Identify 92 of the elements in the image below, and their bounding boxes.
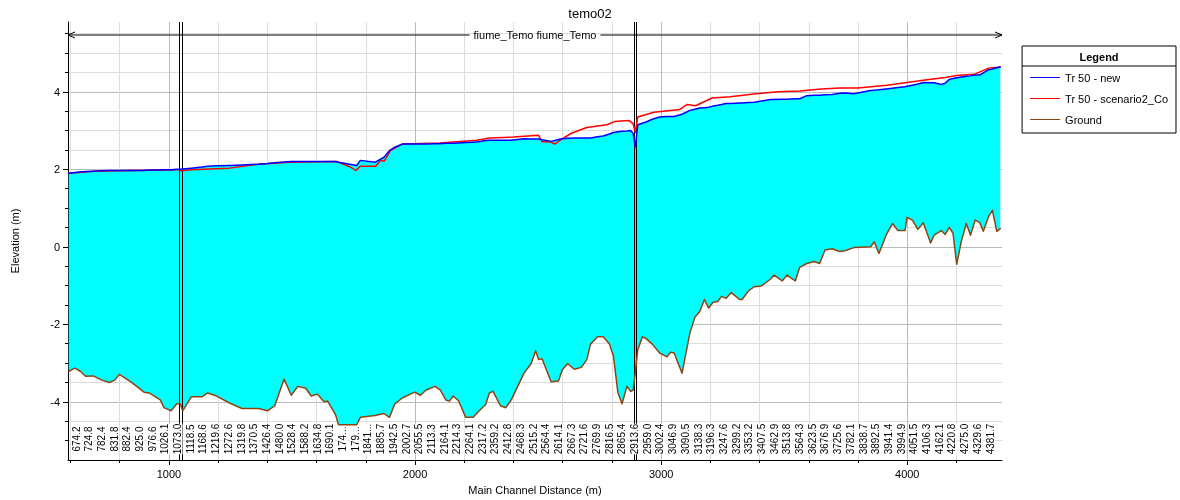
annotation: 4329.6 [971, 423, 983, 455]
annotation: 925.0 [133, 426, 145, 452]
annotation: 2164.1 [438, 423, 450, 455]
annotation: 1073.0 [172, 423, 184, 455]
annotation: 3407.5 [756, 423, 767, 455]
annotation: 3676.9 [819, 423, 831, 455]
annotation: 2055.5 [413, 423, 425, 455]
line-series [67, 66, 1002, 174]
annotation: 882.4 [121, 426, 133, 452]
annotation: 2816.5 [603, 423, 615, 455]
annotation: 1841... [362, 423, 374, 455]
y-axis-title: Elevation (m) [8, 208, 21, 274]
annotation: 2959.0 [641, 423, 653, 455]
annotation: 2113.3 [425, 423, 437, 454]
annotation: 4275.0 [959, 423, 971, 455]
annotation: 1885.7 [375, 423, 387, 455]
annotation: 2865.4 [616, 423, 628, 455]
annotation: 724.8 [83, 426, 95, 452]
annotation: 2264.1 [464, 423, 476, 455]
annotation: 1634.8 [311, 423, 323, 455]
annotation: 3564.3 [794, 423, 806, 455]
annotation: 2721.6 [578, 423, 590, 455]
annotation: 976.6 [146, 426, 158, 452]
legend-label: Tr 50 - new [1065, 71, 1121, 84]
annotation: 2667.3 [565, 423, 577, 455]
legend-title: Legend [1079, 51, 1119, 63]
annotation: 3090.5 [679, 423, 691, 455]
annotation: 3002.4 [654, 423, 666, 455]
annotation: 3838.7 [857, 423, 869, 455]
y-tick-label: 2 [53, 163, 60, 176]
annotation: 3196.3 [705, 423, 717, 455]
annotation: 3994.9 [895, 423, 907, 455]
annotation: 3247.6 [717, 423, 729, 455]
annotation: 2769.9 [590, 423, 602, 455]
annotation: 3623.5 [806, 423, 818, 455]
annotation: 4051.5 [908, 423, 920, 455]
annotation: 2359.2 [489, 423, 501, 455]
annotation: 2515.2 [527, 423, 539, 455]
annotation: 1026.1 [159, 423, 171, 455]
annotation: 782.4 [95, 426, 107, 452]
annotation: 4162.1 [933, 423, 945, 455]
annotation: 3941.4 [882, 423, 894, 455]
annotation: 2002.7 [400, 423, 412, 455]
chart-title: temo02 [568, 6, 612, 21]
annotation: 1319.8 [235, 423, 247, 455]
annotation: 3046.9 [667, 423, 679, 455]
annotation: 3353.2 [743, 423, 755, 455]
annotation: 179... [349, 426, 361, 452]
annotation: 2564.4 [540, 423, 552, 455]
y-tick-label: -4 [50, 395, 60, 408]
annotation: 1528.4 [286, 423, 298, 455]
x-tick-label: 3000 [648, 467, 674, 480]
annotation: fiume_Temo fiume_Temo [473, 29, 597, 41]
annotation: 1690.1 [324, 423, 336, 455]
annotation: 1219.6 [210, 423, 222, 455]
annotation: 1168.6 [197, 423, 209, 454]
annotation: 1426.4 [260, 423, 272, 455]
annotation: 2214.3 [451, 423, 463, 455]
legend-label: Tr 50 - scenario2_Co [1065, 92, 1169, 105]
annotation: 4106.3 [921, 423, 933, 455]
annotation: 3138.3 [692, 423, 704, 455]
annotation: 3725.6 [832, 423, 844, 455]
x-tick-label: 1000 [156, 467, 182, 480]
annotation: 3462.9 [768, 423, 780, 455]
annotation: 1118.5 [184, 424, 196, 454]
annotation: 1370.5 [248, 423, 260, 455]
legend-label: Ground [1065, 113, 1102, 126]
annotation: 1272.6 [222, 423, 234, 455]
x-tick-label: 4000 [895, 467, 920, 480]
y-tick-label: 0 [53, 240, 60, 253]
y-tick-label: 4 [53, 85, 60, 98]
y-tick-label: -2 [50, 318, 60, 331]
annotation: 1588.2 [299, 423, 310, 455]
annotation: 1942.5 [387, 423, 399, 455]
annotation: 1480.0 [273, 423, 285, 455]
annotation: 2614.1 [552, 423, 564, 455]
x-axis-title: Main Channel Distance (m) [468, 483, 602, 496]
annotation: 2317.2 [476, 423, 488, 455]
annotation: 4381.7 [984, 423, 996, 455]
annotation: 3892.5 [870, 423, 882, 455]
annotation: 174... [337, 426, 349, 452]
annotation: 2468.3 [514, 423, 526, 455]
annotation: 3513.8 [781, 423, 793, 455]
annotation: 2412.8 [502, 423, 514, 455]
annotation: 3782.1 [844, 423, 856, 455]
x-tick-label: 2000 [402, 467, 428, 480]
annotation: 831.8 [108, 426, 120, 452]
annotation: 674.2 [70, 426, 82, 452]
annotation: 4220.8 [946, 423, 958, 455]
line-series [67, 209, 1002, 426]
annotation: 2913.6 [629, 423, 641, 455]
annotation: 3299.2 [730, 423, 742, 455]
